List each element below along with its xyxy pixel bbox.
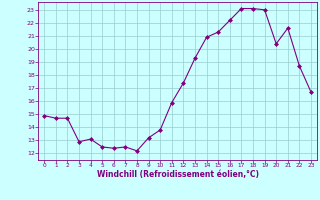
X-axis label: Windchill (Refroidissement éolien,°C): Windchill (Refroidissement éolien,°C) (97, 170, 259, 179)
